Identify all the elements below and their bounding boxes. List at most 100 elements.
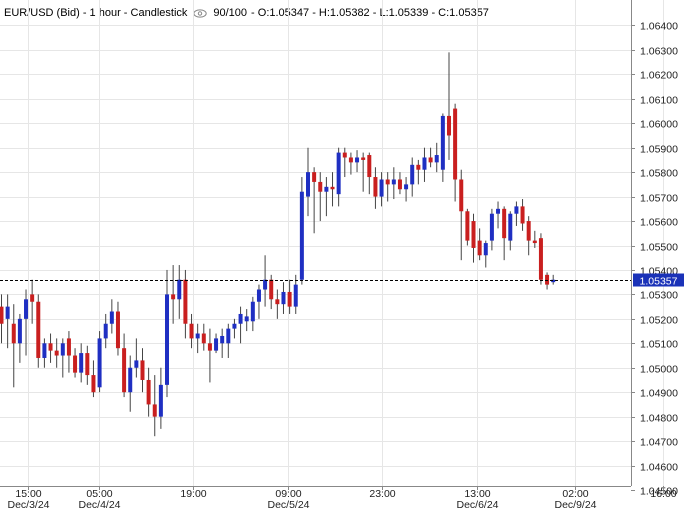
- candle-body: [336, 152, 341, 195]
- candle: [250, 296, 255, 332]
- candle-body: [281, 291, 286, 305]
- y-tick-label: 1.04900: [640, 388, 678, 400]
- candle-body: [269, 279, 274, 300]
- candle-body: [440, 115, 445, 170]
- y-tick-label: 1.04700: [640, 437, 678, 449]
- candle: [508, 211, 513, 251]
- candle-body: [348, 157, 353, 163]
- candle-body: [502, 208, 507, 239]
- candle: [489, 208, 494, 251]
- candle-body: [30, 294, 35, 302]
- candle-body: [306, 172, 310, 197]
- current-price-label-bg: [633, 273, 684, 287]
- candle-body: [11, 323, 16, 344]
- candle-body: [489, 213, 494, 241]
- candle: [299, 177, 304, 285]
- candle: [115, 301, 120, 356]
- candle: [367, 152, 372, 195]
- candle: [287, 279, 292, 314]
- candle: [5, 294, 10, 349]
- y-tick-label: 1.05200: [640, 315, 678, 327]
- candle-body: [122, 348, 127, 393]
- candle-body: [520, 206, 525, 224]
- candle-body: [140, 360, 145, 380]
- candle: [140, 348, 145, 393]
- candle: [526, 216, 531, 256]
- x-tick-date: Dec/3/24: [7, 499, 49, 510]
- candle-body: [0, 306, 4, 324]
- chart-header: EUR/USD (Bid) - 1 hour - Candlestick 90/…: [4, 7, 489, 19]
- candle-body: [508, 213, 513, 241]
- candle-body: [97, 338, 102, 388]
- candle: [312, 167, 317, 234]
- bar-count: 90/100: [213, 7, 248, 19]
- candle: [134, 338, 139, 378]
- candle-body: [471, 221, 476, 248]
- candle-body: [551, 279, 556, 283]
- candle-body: [459, 179, 464, 212]
- y-tick-label: 1.06000: [640, 119, 678, 131]
- candle-body: [109, 311, 114, 324]
- candle: [306, 147, 310, 217]
- candle: [54, 338, 59, 368]
- candle-body: [5, 306, 10, 319]
- candle: [440, 113, 445, 182]
- y-tick-label: 1.05100: [640, 339, 678, 351]
- candle: [189, 313, 194, 349]
- y-tick-label: 1.05800: [640, 168, 678, 180]
- candle-body: [232, 323, 237, 329]
- candle-body: [17, 318, 22, 344]
- candle-body: [391, 179, 396, 185]
- candle: [232, 318, 237, 339]
- candle-body: [79, 353, 84, 373]
- candle-body: [483, 243, 488, 256]
- ohlc-readout: - O:1.05347 - H:1.05382 - L:1.05339 - C:…: [251, 7, 489, 19]
- candle-body: [496, 208, 501, 214]
- candle: [60, 338, 65, 378]
- x-tick-time: 23:00: [369, 488, 395, 500]
- candle-body: [545, 274, 550, 285]
- candle-body: [373, 177, 378, 197]
- y-tick-label: 1.06400: [640, 21, 678, 33]
- x-tick-date: Dec/5/24: [267, 499, 309, 510]
- candle: [336, 147, 341, 207]
- candle: [207, 328, 212, 383]
- candle: [281, 282, 286, 314]
- candle-body: [293, 284, 298, 307]
- candle: [434, 142, 439, 173]
- candle: [471, 213, 476, 263]
- candle: [293, 274, 298, 314]
- candle: [183, 269, 188, 339]
- candle-body: [171, 294, 176, 300]
- candle-body: [379, 179, 384, 197]
- candle-body: [318, 181, 323, 192]
- candle: [275, 289, 280, 319]
- candle-body: [385, 179, 390, 185]
- candle: [391, 167, 396, 200]
- candle-body: [367, 155, 372, 178]
- candle-body: [287, 291, 292, 307]
- x-tick-time: 09:00: [275, 488, 301, 500]
- candle-body: [128, 367, 133, 393]
- x-tick-time: 15:00: [15, 488, 41, 500]
- candles: [0, 52, 556, 437]
- candle-body: [397, 179, 402, 190]
- candle: [91, 360, 96, 398]
- candle: [459, 169, 464, 261]
- candle-body: [60, 343, 65, 356]
- candle-body: [42, 343, 47, 358]
- candle: [397, 172, 402, 195]
- candle: [97, 331, 102, 393]
- candle-body: [330, 186, 335, 190]
- candle: [152, 375, 157, 437]
- candle: [551, 274, 556, 285]
- candle-body: [226, 328, 231, 344]
- candle-body: [244, 316, 249, 322]
- candle-body: [477, 240, 482, 256]
- x-tick-time: 16:00: [650, 488, 676, 500]
- candle: [171, 265, 176, 324]
- candle: [496, 201, 501, 229]
- eye-icon[interactable]: [193, 8, 208, 18]
